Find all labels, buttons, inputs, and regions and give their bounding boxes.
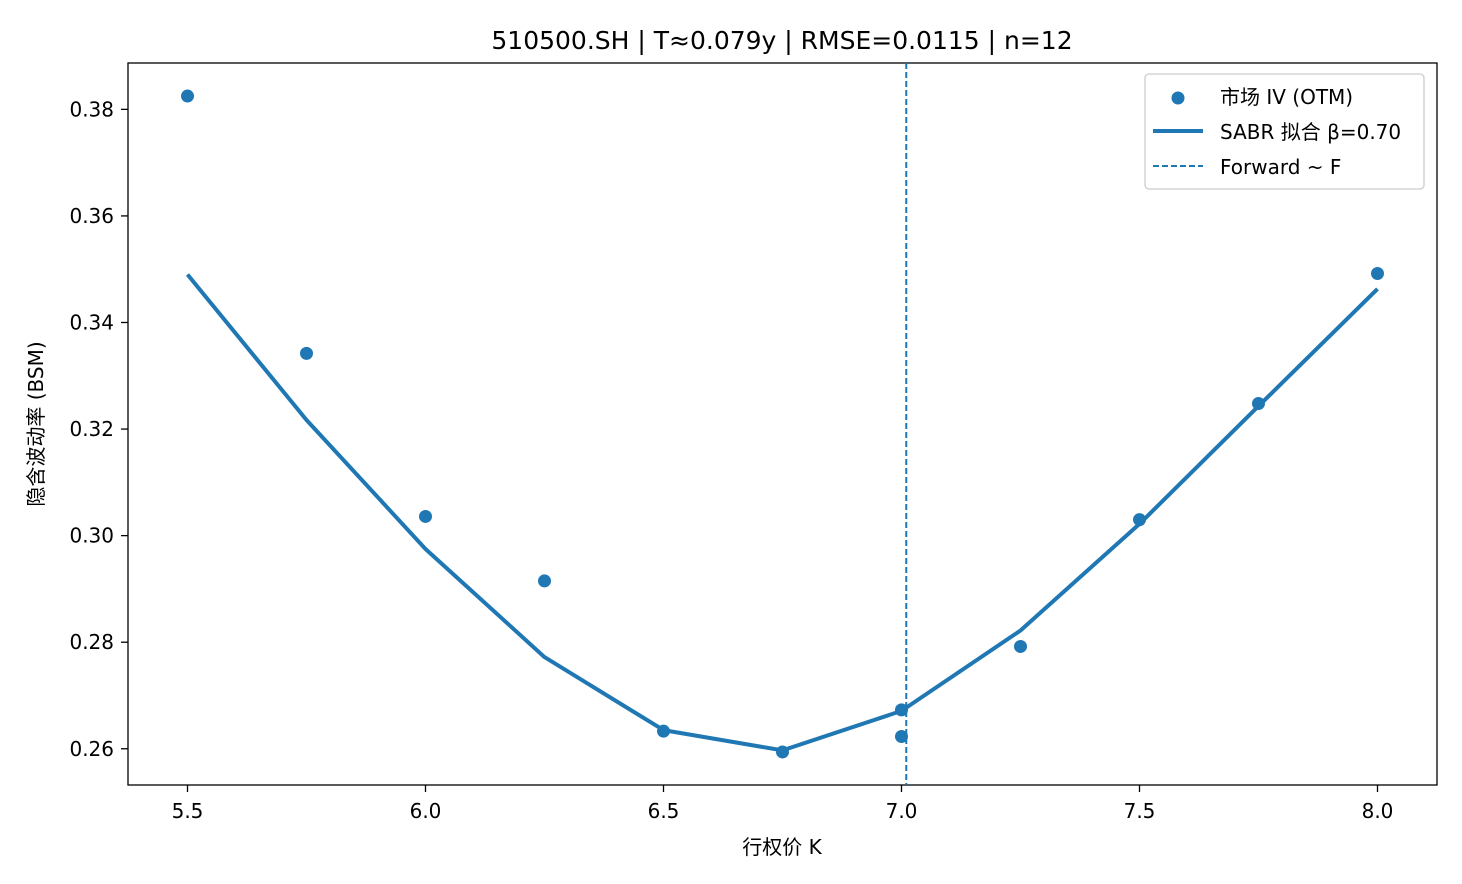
legend-label-market-iv: 市场 IV (OTM) (1220, 85, 1353, 109)
market-iv-point (657, 724, 670, 738)
x-tick-label: 5.5 (172, 799, 204, 823)
market-iv-point (1133, 513, 1146, 527)
legend-box (1144, 73, 1425, 190)
y-tick-label: 0.38 (69, 97, 114, 121)
y-tick-label: 0.26 (69, 737, 114, 761)
x-tick-label: 7.5 (1124, 799, 1156, 823)
market-iv-point (776, 745, 789, 759)
chart-title: 510500.SH | T≈0.079y | RMSE=0.0115 | n=1… (491, 26, 1072, 55)
market-iv-point (895, 730, 908, 744)
market-iv-point (538, 574, 551, 588)
legend-label-forward: Forward ~ F (1220, 155, 1341, 179)
market-iv-point (419, 509, 432, 523)
x-tick-label: 8.0 (1362, 799, 1394, 823)
y-tick-label: 0.28 (69, 630, 114, 654)
market-iv-points (181, 89, 1384, 759)
y-tick-label: 0.36 (69, 204, 114, 228)
y-tick-label: 0.32 (69, 417, 114, 441)
legend: 市场 IV (OTM) SABR 拟合 β=0.70 Forward ~ F (1144, 73, 1425, 190)
market-iv-point (1371, 266, 1384, 280)
y-axis-label: 隐含波动率 (BSM) (24, 341, 48, 506)
x-axis-ticks: 5.5 6.0 6.5 7.0 7.5 8.0 (172, 785, 1394, 823)
x-tick-label: 6.0 (410, 799, 442, 823)
x-axis-label: 行权价 K (742, 835, 822, 859)
legend-scatter-marker (1171, 91, 1185, 105)
market-iv-point (181, 89, 194, 103)
x-tick-label: 7.0 (886, 799, 918, 823)
y-tick-label: 0.30 (69, 524, 114, 548)
x-tick-label: 6.5 (648, 799, 680, 823)
market-iv-point (300, 346, 313, 360)
plot-frame (127, 62, 1438, 786)
y-tick-label: 0.34 (69, 310, 114, 334)
market-iv-point (1252, 396, 1265, 410)
market-iv-point (895, 703, 908, 717)
market-iv-point (1014, 639, 1027, 653)
legend-label-sabr-fit: SABR 拟合 β=0.70 (1220, 120, 1401, 144)
y-axis-ticks: 0.26 0.28 0.30 0.32 0.34 0.36 0.38 (69, 97, 128, 761)
